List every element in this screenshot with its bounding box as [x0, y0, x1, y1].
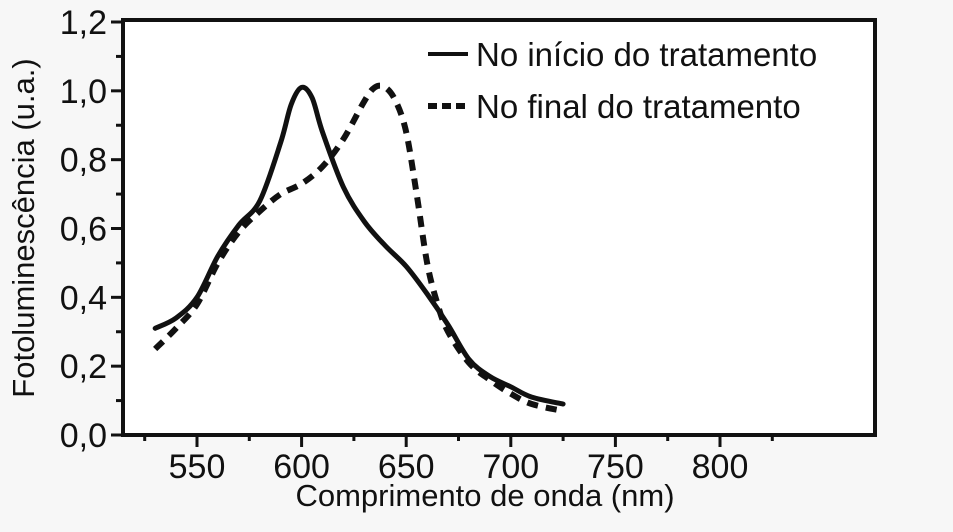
- series-inicio-line: [152, 84, 566, 407]
- y-axis: 0,0 0,2 0,4 0,6 0,8 1,0 1,2: [60, 4, 123, 455]
- y-axis-title: Fotoluminescência (u.a.): [6, 58, 41, 397]
- plot-area: [123, 20, 875, 435]
- x-tick-label: 600: [273, 448, 330, 486]
- y-tick-label: 0,2: [60, 348, 107, 386]
- y-tick-label: 1,2: [60, 4, 107, 42]
- legend-label: No final do tratamento: [476, 88, 801, 125]
- y-tick-label: 0,6: [60, 211, 107, 249]
- x-tick-label: 550: [169, 448, 226, 486]
- x-tick-label: 750: [587, 448, 644, 486]
- legend: No início do tratamento No final do trata…: [428, 36, 817, 125]
- x-axis-title: Comprimento de onda (nm): [295, 478, 674, 513]
- x-tick-label: 650: [378, 448, 435, 486]
- legend-label: No início do tratamento: [476, 36, 817, 73]
- y-tick-label: 1,0: [60, 73, 107, 111]
- y-tick-label: 0,8: [60, 142, 107, 180]
- y-tick-label: 0,4: [60, 279, 107, 317]
- x-axis: 550 600 650 700 750 800: [143, 435, 774, 486]
- series-lines: [152, 82, 566, 414]
- y-tick-label: 0,0: [60, 417, 107, 455]
- series-final-line: [153, 82, 564, 414]
- x-tick-label: 700: [482, 448, 539, 486]
- x-tick-label: 800: [692, 448, 749, 486]
